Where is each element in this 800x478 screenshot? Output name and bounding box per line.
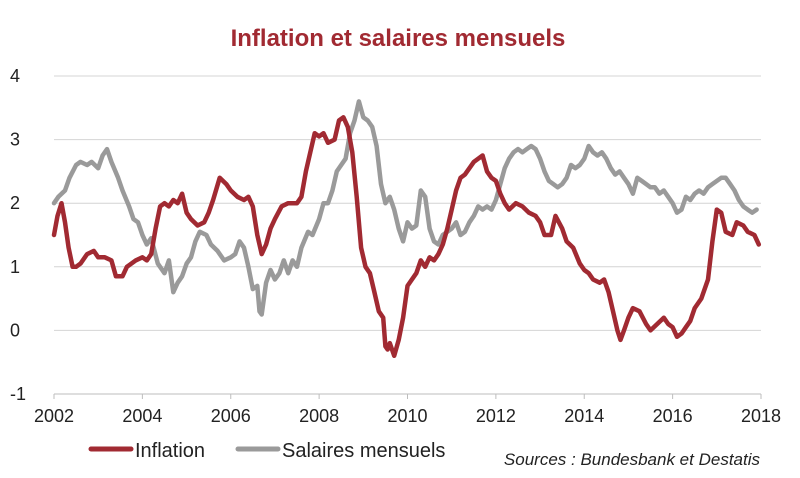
chart-title: Inflation et salaires mensuels [231,25,566,52]
legend-label-salaires-mensuels: Salaires mensuels [282,440,445,462]
axes [53,393,762,399]
grid [54,75,761,395]
legend-label-inflation: Inflation [135,440,205,462]
x-tick-label: 2014 [564,406,604,426]
x-tick-label: 2016 [653,406,693,426]
x-tick-label: 2006 [211,406,251,426]
x-tick-label: 2002 [34,406,74,426]
series-line-salaires-mensuels [51,99,759,317]
legend: Inflation Salaires mensuels [88,440,445,462]
series-line-inflation [51,115,762,359]
y-tick-label: 3 [10,130,20,150]
series [51,99,762,359]
y-axis-ticks: 4 3 2 1 0 -1 [10,66,26,404]
y-tick-label: 4 [10,66,20,86]
source-annotation: Sources : Bundesbank et Destatis [504,450,761,469]
y-tick-label: -1 [10,384,26,404]
y-tick-label: 2 [10,193,20,213]
x-tick-label: 2008 [299,406,339,426]
y-tick-label: 0 [10,320,20,340]
x-tick-label: 2010 [387,406,427,426]
x-tick-label: 2004 [122,406,162,426]
y-tick-label: 1 [10,257,20,277]
x-tick-label: 2018 [741,406,781,426]
x-tick-label: 2012 [476,406,516,426]
x-axis-ticks: 2002 2004 2006 2008 2010 2012 2014 2016 2018 [34,406,781,426]
